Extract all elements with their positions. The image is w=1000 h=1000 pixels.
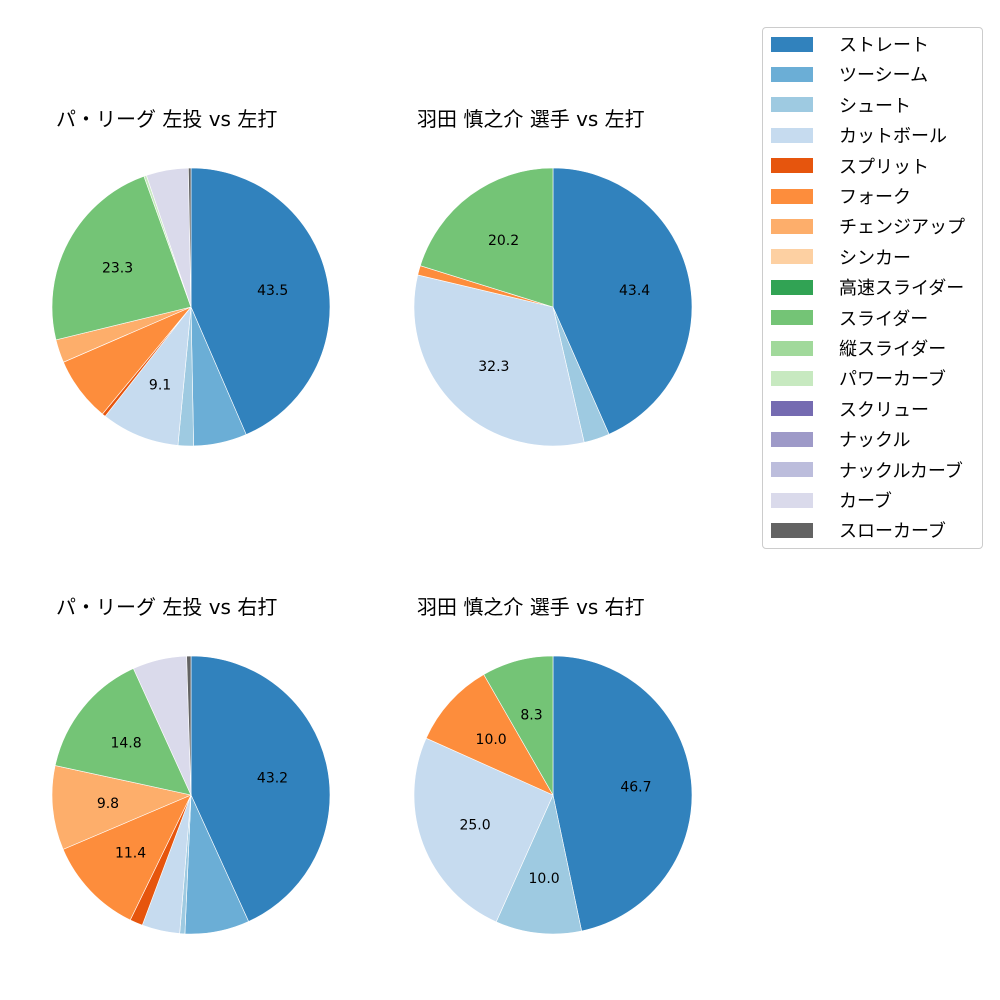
legend-swatch bbox=[771, 462, 813, 478]
legend-item: ストレート bbox=[771, 32, 929, 56]
legend-label: フォーク bbox=[839, 187, 911, 208]
slice-value-label: 14.8 bbox=[110, 736, 141, 752]
legend-label: スライダー bbox=[839, 308, 929, 330]
legend-item: シンカー bbox=[771, 245, 911, 269]
legend-label: スプリット bbox=[839, 156, 929, 178]
legend-swatch bbox=[771, 249, 813, 265]
slice-value-label: 46.7 bbox=[620, 779, 651, 795]
legend-swatch bbox=[771, 218, 813, 234]
legend-label: ナックル bbox=[839, 430, 911, 452]
legend-label: カーブ bbox=[839, 491, 892, 512]
legend-label: ナックルカーブ bbox=[839, 460, 963, 482]
legend-item: スローカーブ bbox=[771, 518, 946, 542]
pie-slice bbox=[188, 167, 192, 308]
chart-title: 羽田 慎之介 選手 vs 右打 bbox=[417, 595, 645, 619]
legend-label: ストレート bbox=[839, 35, 929, 56]
slice-value-label: 8.3 bbox=[520, 707, 542, 723]
pie-slice bbox=[419, 167, 554, 308]
pie-slice bbox=[483, 655, 554, 797]
pie-slice bbox=[186, 655, 192, 796]
slice-value-label: 10.0 bbox=[529, 871, 560, 887]
legend-item: スクリュー bbox=[771, 397, 929, 421]
legend-item: スライダー bbox=[771, 306, 928, 330]
legend-label: ツーシーム bbox=[839, 65, 929, 87]
legend-label: 縦スライダー bbox=[839, 339, 947, 360]
legend-label: シンカー bbox=[839, 247, 911, 269]
chart-title: 羽田 慎之介 選手 vs 左打 bbox=[417, 107, 645, 131]
legend-label: チェンジアップ bbox=[839, 217, 965, 239]
legend-swatch bbox=[771, 188, 813, 204]
pie-slice bbox=[425, 674, 554, 796]
legend-swatch bbox=[771, 279, 813, 295]
pie-1: 43.4 32.3 20.2 bbox=[413, 167, 693, 447]
chart-title: パ・リーグ 左投 vs 右打 bbox=[56, 595, 278, 619]
slice-value-label: 43.2 bbox=[257, 770, 288, 786]
pie-slice bbox=[104, 306, 192, 446]
slice-value-label: 9.1 bbox=[149, 377, 171, 393]
pie-slice bbox=[51, 765, 192, 850]
pie-slice bbox=[190, 167, 331, 435]
pie-slice bbox=[413, 737, 554, 923]
pie-slice bbox=[62, 794, 192, 921]
legend-item: 縦スライダー bbox=[771, 336, 946, 360]
slice-value-label: 43.5 bbox=[257, 283, 288, 299]
slice-value-label: 43.4 bbox=[619, 283, 650, 299]
pie-slice bbox=[51, 175, 192, 341]
slice-value-label: 11.4 bbox=[115, 845, 146, 861]
legend-item: パワーカーブ bbox=[771, 366, 946, 390]
slice-value-label: 32.3 bbox=[478, 359, 509, 375]
legend-item: カットボール bbox=[771, 123, 947, 147]
legend-swatch bbox=[771, 127, 813, 143]
legend-item: 高速スライダー bbox=[771, 275, 964, 299]
legend-label: カットボール bbox=[839, 126, 947, 148]
pie-slice bbox=[413, 274, 585, 447]
legend-item: スプリット bbox=[771, 154, 929, 178]
legend-swatch bbox=[771, 97, 813, 113]
legend-swatch bbox=[771, 36, 813, 52]
pie-0: 43.5 9.1 23.3 bbox=[51, 167, 331, 447]
legend-item: ツーシーム bbox=[771, 62, 928, 86]
legend-item: チェンジアップ bbox=[771, 214, 965, 238]
legend-item: ナックルカーブ bbox=[771, 458, 963, 482]
legend-item: ナックル bbox=[771, 427, 910, 451]
legend-swatch bbox=[771, 158, 813, 174]
slice-value-label: 9.8 bbox=[97, 796, 119, 812]
legend-label: シュート bbox=[839, 95, 911, 117]
slice-value-label: 25.0 bbox=[459, 818, 490, 834]
legend-swatch bbox=[771, 370, 813, 386]
slice-value-label: 23.3 bbox=[102, 261, 133, 277]
legend-label: スローカーブ bbox=[839, 521, 946, 543]
legend-item: フォーク bbox=[771, 184, 911, 208]
slice-value-label: 20.2 bbox=[488, 233, 519, 249]
legend-label: スクリュー bbox=[839, 399, 929, 421]
chart-title: パ・リーグ 左投 vs 左打 bbox=[56, 107, 278, 131]
pie-3: 46.7 10.0 25.0 10.0 8.3 bbox=[413, 655, 693, 935]
legend-swatch bbox=[771, 401, 813, 417]
legend-swatch bbox=[771, 340, 813, 356]
pie-slice bbox=[190, 655, 331, 922]
pie-slice bbox=[495, 794, 582, 935]
pie-2: 43.2 11.4 9.8 14.8 bbox=[51, 655, 331, 935]
legend-label: 高速スライダー bbox=[839, 278, 965, 300]
legend-label: パワーカーブ bbox=[839, 369, 946, 391]
legend-swatch bbox=[771, 492, 813, 508]
legend-swatch bbox=[771, 522, 813, 538]
slice-value-label: 10.0 bbox=[476, 732, 507, 748]
pie-slice bbox=[552, 167, 693, 435]
pie-slice bbox=[54, 668, 192, 796]
legend-swatch bbox=[771, 310, 813, 326]
legend-item: カーブ bbox=[771, 488, 892, 512]
legend: ストレートツーシームシュートカットボール スプリットフォークチェンジアップ シンカー… bbox=[762, 27, 983, 549]
legend-swatch bbox=[771, 431, 813, 447]
legend-swatch bbox=[771, 66, 813, 82]
pie-slice bbox=[552, 655, 693, 932]
legend-item: シュート bbox=[771, 93, 911, 117]
